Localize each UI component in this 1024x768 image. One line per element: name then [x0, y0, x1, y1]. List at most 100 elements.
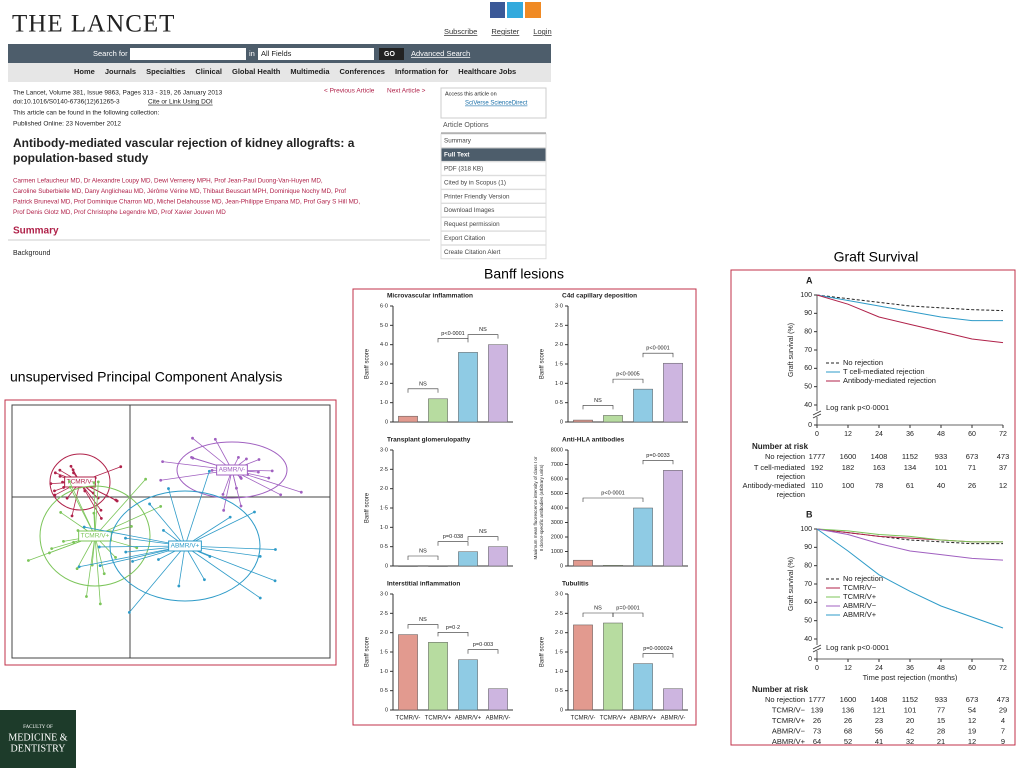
go-button[interactable] — [379, 48, 404, 60]
risk-value: 41 — [875, 737, 883, 746]
risk-value: 19 — [968, 726, 976, 735]
nav-item[interactable]: Healthcare Jobs — [458, 67, 516, 76]
option[interactable]: Cited by in Scopus (1) — [444, 179, 506, 186]
x-tick-label: ABMR/V+ — [630, 716, 657, 722]
top-link[interactable]: Login — [533, 27, 551, 36]
pca-point — [157, 558, 160, 561]
search-in: in — [249, 49, 255, 58]
pca-label: TCMR/V- — [67, 479, 94, 486]
pca-point — [82, 525, 86, 529]
collection: This article can be found in the followi… — [13, 110, 160, 117]
option[interactable]: Export Citation — [444, 235, 486, 242]
y-tick-label: 2·0 — [380, 486, 388, 492]
y-tick-label: 6000 — [551, 476, 563, 482]
field-select[interactable] — [258, 48, 374, 60]
x-tick-label: 36 — [906, 665, 914, 672]
pca-spoke — [223, 469, 233, 511]
pca-point — [162, 529, 165, 532]
survival-line — [816, 528, 1004, 561]
pca-point — [58, 468, 62, 472]
bar — [398, 415, 418, 423]
nav-item[interactable]: Information for — [395, 67, 448, 76]
citation: The Lancet, Volume 381, Issue 9863, Page… — [13, 90, 223, 97]
risk-value: 32 — [906, 737, 914, 746]
y-axis-label: Banff score — [365, 636, 371, 667]
option[interactable]: Printer Friendly Version — [444, 193, 510, 200]
authors: Carmen Lefaucheur MD, Dr Alexandre Loupy… — [13, 178, 323, 185]
y-tick-label: 0 — [560, 707, 563, 713]
risk-row-label: T cell-mediated rejection — [754, 463, 805, 481]
top-link[interactable]: Register — [491, 27, 519, 36]
significance-bracket — [437, 632, 469, 637]
nav-item[interactable]: Clinical — [195, 67, 222, 76]
pca-point — [98, 564, 102, 568]
advanced-search[interactable]: Advanced Search — [411, 49, 470, 58]
nav-item[interactable]: Conferences — [340, 67, 385, 76]
option[interactable]: PDF (318 KB) — [444, 165, 483, 172]
pca-point — [69, 464, 73, 468]
option[interactable]: Create Citation Alert — [444, 249, 501, 256]
risk-value: 933 — [935, 695, 948, 704]
facebook-icon[interactable] — [490, 2, 505, 18]
significance-label: NS — [479, 529, 487, 535]
panel-title: Transplant glomerulopathy — [387, 437, 471, 444]
significance-bracket — [407, 624, 439, 629]
prev-article[interactable]: < Previous Article — [324, 88, 375, 95]
nav-item[interactable]: Journals — [105, 67, 136, 76]
nav-item[interactable]: Home — [74, 67, 95, 76]
y-tick-label: 70 — [804, 581, 812, 588]
pca-label-box — [216, 464, 248, 476]
pca-spoke — [184, 545, 261, 599]
y-axis — [812, 295, 1003, 426]
pca-title: unsupervised Principal Component Analysi… — [10, 369, 282, 385]
y-tick-label: 0 — [385, 707, 388, 713]
pca-point — [96, 480, 100, 484]
option[interactable]: Summary — [444, 138, 472, 145]
significance-label: p<0·0001 — [601, 490, 624, 496]
pca-point — [68, 485, 72, 489]
log-rank: Log rank p<0·0001 — [826, 643, 889, 652]
risk-row-label: TCMR/V+ — [772, 716, 806, 725]
search-input[interactable] — [130, 48, 246, 60]
nav-item[interactable]: Global Health — [232, 67, 281, 76]
y-tick-label: 0·5 — [555, 688, 563, 694]
significance-bracket — [467, 536, 499, 541]
article-title: population-based study — [13, 151, 149, 165]
pca-point — [167, 487, 170, 490]
pca-spoke — [184, 471, 210, 547]
x-tick-label: 24 — [875, 665, 883, 672]
pca-spoke — [69, 481, 96, 537]
significance-label: p=0·038 — [443, 534, 463, 540]
nav-item[interactable]: Multimedia — [290, 67, 330, 76]
sciverse[interactable]: SciVerse ScienceDirect — [465, 101, 528, 107]
pca-point — [237, 456, 240, 459]
pca-spoke — [129, 545, 186, 613]
y-tick-label: 40 — [804, 402, 812, 409]
option-row[interactable] — [440, 244, 547, 260]
y-tick-label: 0·5 — [380, 688, 388, 694]
cite-doi[interactable]: Cite or Link Using DOI — [148, 99, 213, 106]
significance-bracket — [467, 334, 499, 339]
risk-value: 12 — [999, 481, 1007, 490]
x-tick-label: 60 — [968, 665, 976, 672]
risk-value: 163 — [873, 463, 886, 472]
x-tick-label: 24 — [875, 431, 883, 438]
next-article[interactable]: Next Article > — [387, 88, 426, 95]
authors: Caroline Suberbielle MD, Dany Anglicheau… — [13, 188, 346, 195]
top-link[interactable]: Subscribe — [444, 27, 477, 36]
panel-label: A — [806, 275, 813, 285]
option[interactable]: Request permission — [444, 221, 500, 228]
option[interactable]: Download Images — [444, 207, 494, 214]
panel-label: B — [806, 509, 813, 519]
rss-icon[interactable] — [525, 2, 541, 18]
x-tick-label: TCMR/V- — [571, 716, 596, 722]
nav-item[interactable]: Specialties — [146, 67, 185, 76]
pca-plot — [11, 404, 331, 659]
survival-line — [816, 528, 1003, 543]
pca-point — [59, 511, 63, 514]
twitter-icon[interactable] — [507, 2, 523, 18]
go[interactable]: GO — [384, 51, 395, 58]
y-tick-label: 0 — [808, 422, 812, 429]
bar — [663, 688, 683, 711]
option[interactable]: Full Text — [444, 152, 470, 159]
